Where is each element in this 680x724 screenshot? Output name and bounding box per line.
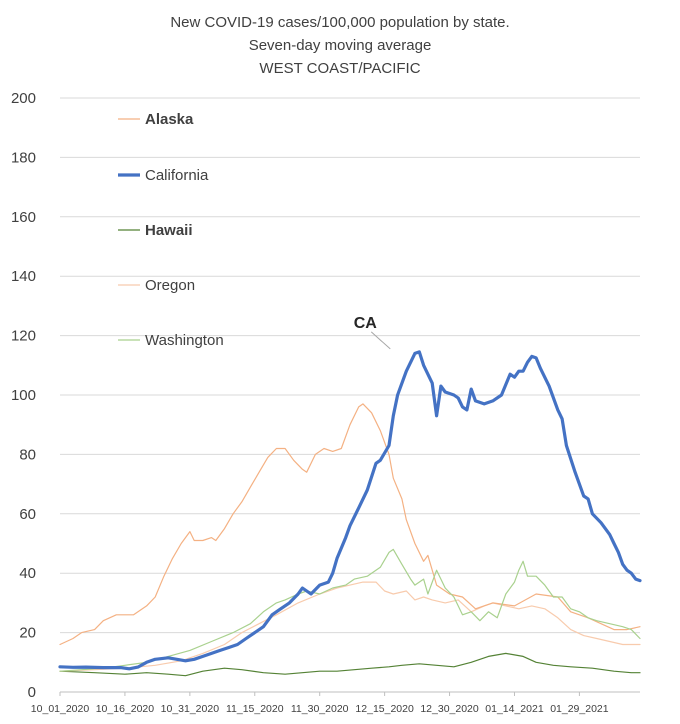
y-axis-ticks: 0 20 40 60 80 100 120 140 160 180 200 [11,90,36,701]
y-tick-180: 180 [11,149,36,166]
y-tick-80: 80 [19,446,36,463]
annotation-label: CA [354,315,378,332]
x-tick-10_01_2020: 10_01_2020 [31,703,90,715]
legend-label-california: California [145,167,209,184]
series-line-alaska [59,403,641,646]
chart-title: New COVID-19 cases/100,000 population by… [170,14,509,77]
x-tick-01_14_2021: 01_14_2021 [485,703,544,715]
y-tick-140: 140 [11,268,36,285]
y-tick-60: 60 [19,506,36,523]
y-tick-100: 100 [11,387,36,404]
series-lines [58,350,642,677]
y-tick-160: 160 [11,209,36,226]
annotation: CA [354,315,391,350]
legend-label-alaska: Alaska [145,111,194,128]
x-tick-12_30_2020: 12_30_2020 [420,703,479,715]
series-line-washington [59,548,641,672]
x-axis-ticks: 10_01_2020 10_16_2020 10_31_2020 11_15_2020… [31,692,609,715]
chart-title-line-2: Seven-day moving average [249,37,432,54]
annotation-leader [370,331,391,350]
y-tick-0: 0 [28,684,36,701]
y-tick-200: 200 [11,90,36,107]
chart-title-line-1: New COVID-19 cases/100,000 population by… [170,14,509,31]
y-tick-120: 120 [11,328,36,345]
x-tick-01_29_2021: 01_29_2021 [550,703,609,715]
series-line-california [58,350,642,671]
series-line-hawaii [59,652,641,677]
y-tick-20: 20 [19,625,36,642]
x-tick-10_16_2020: 10_16_2020 [96,703,155,715]
y-tick-40: 40 [19,565,36,582]
chart-title-line-3: WEST COAST/PACIFIC [259,60,420,77]
gridlines [60,97,640,693]
legend-label-washington: Washington [145,332,224,349]
legend-label-hawaii: Hawaii [145,222,193,239]
x-tick-12_15_2020: 12_15_2020 [355,703,414,715]
series-line-oregon [59,581,641,672]
legend: Alaska California Hawaii Oregon Washington [118,111,224,349]
x-tick-11_30_2020: 11_30_2020 [291,703,349,715]
x-tick-10_31_2020: 10_31_2020 [161,703,220,715]
x-tick-11_15_2020: 11_15_2020 [226,703,284,715]
legend-label-oregon: Oregon [145,277,195,294]
